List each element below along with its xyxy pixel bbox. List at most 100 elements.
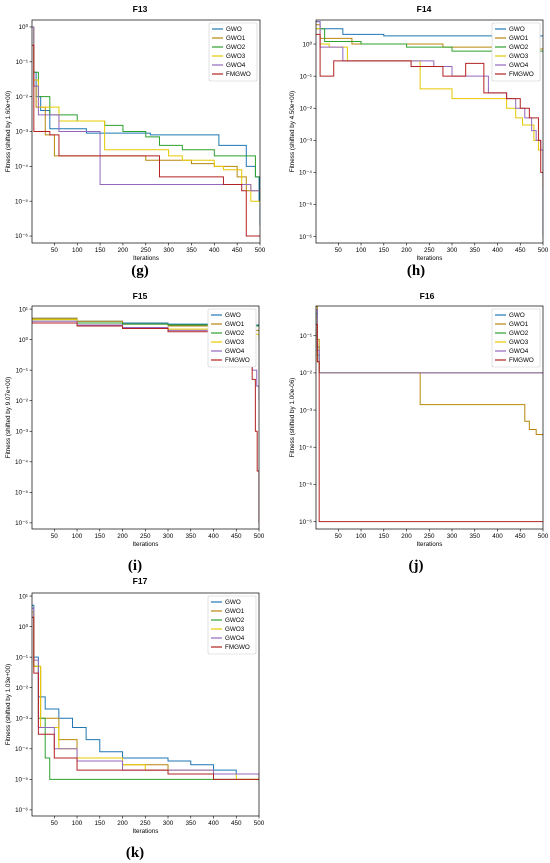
x-tick-label: 250 (141, 247, 152, 254)
y-axis-label: Fitness (shifted by 9.07e+00) (5, 377, 12, 458)
legend-label: GWO (225, 599, 241, 606)
y-tick-label: 10⁻² (16, 398, 28, 405)
x-tick-label: 350 (470, 247, 481, 254)
x-tick-label: 500 (538, 247, 549, 254)
legend: GWO GWO1 GWO2 GWO3 GWO4 FMGWO (208, 22, 258, 82)
x-tick-label: 150 (379, 247, 390, 254)
panel-f15: F15 (i) 50 100 150 200 250 300 350 400 450 500 10¹… (5, 291, 265, 574)
x-tick-label: 100 (72, 533, 83, 540)
y-tick-label: 10⁻² (300, 370, 312, 377)
series-group (316, 306, 543, 523)
x-tick-label: 50 (335, 247, 343, 254)
x-tick-label: 100 (356, 533, 367, 540)
legend-label: GWO3 (225, 339, 245, 346)
x-tick-label: 450 (515, 533, 526, 540)
y-tick-label: 10⁻⁴ (15, 164, 28, 171)
x-tick-label: 100 (72, 820, 83, 827)
y-tick-label: 10⁻² (300, 105, 312, 112)
x-tick-label: 200 (118, 247, 129, 254)
legend-label: GWO3 (509, 53, 529, 60)
x-tick-label: 350 (186, 820, 197, 827)
x-tick-label: 300 (163, 820, 174, 827)
legend-label: GWO4 (509, 348, 529, 355)
x-tick-label: 350 (186, 533, 197, 540)
panel-caption: (j) (409, 558, 424, 574)
legend-label: GWO2 (225, 330, 245, 337)
x-tick-label: 500 (254, 533, 265, 540)
x-tick-label: 350 (186, 247, 197, 254)
x-tick-label: 450 (515, 247, 526, 254)
x-tick-label: 150 (95, 820, 106, 827)
legend-label: GWO (509, 312, 525, 319)
legend-label: FMGWO (509, 357, 534, 364)
y-tick-label: 10⁻¹ (16, 59, 28, 66)
chart-title: F14 (417, 4, 432, 14)
x-tick-label: 500 (538, 533, 549, 540)
panel-f13: F13 (g) 50 100 150 200 250 300 350 400 450 500 10⁰… (5, 4, 266, 279)
legend: GWO GWO1 GWO2 GWO3 GWO4 FMGWO (491, 22, 541, 82)
y-tick-label: 10⁻² (16, 685, 28, 692)
legend-label: GWO2 (225, 617, 245, 624)
series-line-gwo2 (316, 28, 543, 52)
series-group (32, 26, 260, 237)
legend-label: GWO3 (509, 339, 529, 346)
x-tick-label: 50 (51, 820, 59, 827)
y-tick-label: 10⁻⁵ (299, 482, 312, 489)
x-tick-label: 250 (424, 247, 435, 254)
legend-label: GWO4 (226, 62, 246, 69)
y-tick-label: 10⁻⁴ (299, 444, 312, 451)
x-axis-label: Iterations (133, 541, 159, 548)
legend-label: GWO4 (225, 348, 245, 355)
y-axis-label: Fitness (shifted by 1.00e-06) (289, 378, 296, 458)
chart-title: F15 (133, 291, 148, 301)
legend-label: GWO1 (225, 608, 245, 615)
y-tick-label: 10⁰ (18, 337, 28, 344)
legend: GWO GWO1 GWO2 GWO3 GWO4 FMGWO (207, 595, 257, 655)
y-tick-label: 10⁻³ (300, 407, 312, 414)
x-axis-label: Iterations (133, 828, 159, 835)
y-tick-label: 10⁻⁶ (15, 807, 28, 814)
y-tick-label: 10⁻¹ (300, 333, 312, 340)
legend-label: GWO1 (509, 321, 529, 328)
x-tick-label: 100 (72, 247, 83, 254)
y-tick-label: 10⁻⁶ (299, 234, 312, 241)
x-tick-label: 200 (117, 533, 128, 540)
series-line-gwo1 (316, 306, 543, 437)
x-tick-label: 150 (95, 247, 106, 254)
y-tick-label: 10⁻⁴ (299, 170, 312, 177)
panel-caption: (g) (131, 263, 149, 279)
x-tick-label: 300 (447, 247, 458, 254)
series-line-fmgwo (316, 324, 543, 523)
series-line-gwo4 (316, 309, 543, 374)
x-tick-label: 150 (379, 533, 390, 540)
chart-title: F16 (420, 291, 435, 301)
y-axis-label: Fitness (shifted by 1.03e+00) (5, 664, 12, 745)
x-tick-label: 400 (492, 247, 503, 254)
x-tick-label: 250 (140, 820, 151, 827)
x-tick-label: 300 (163, 247, 174, 254)
x-tick-label: 350 (470, 533, 481, 540)
panel-f14: F14 (h) 50 100 150 200 250 300 350 400 450 500 10⁰… (289, 4, 549, 279)
y-tick-label: 10⁻³ (300, 138, 312, 145)
x-tick-label: 400 (209, 247, 220, 254)
x-tick-label: 450 (231, 820, 242, 827)
series-group (316, 21, 543, 237)
legend-label: GWO1 (509, 35, 529, 42)
x-tick-label: 500 (255, 247, 266, 254)
y-tick-label: 10⁰ (302, 41, 312, 48)
legend-label: GWO (225, 312, 241, 319)
legend-label: GWO3 (225, 626, 245, 633)
x-tick-label: 300 (163, 533, 174, 540)
x-tick-label: 450 (232, 247, 243, 254)
x-tick-label: 50 (335, 533, 343, 540)
x-tick-label: 200 (117, 820, 128, 827)
legend: GWO GWO1 GWO2 GWO3 GWO4 FMGWO (207, 308, 257, 368)
y-tick-label: 10⁰ (18, 624, 28, 631)
y-tick-label: 10¹ (19, 593, 28, 600)
y-tick-label: 10⁻⁵ (299, 202, 312, 209)
x-tick-label: 500 (254, 820, 265, 827)
series-line-fmgwo (32, 44, 260, 237)
series-line-gwo2 (32, 26, 260, 202)
y-tick-label: 10⁻¹ (16, 654, 28, 661)
